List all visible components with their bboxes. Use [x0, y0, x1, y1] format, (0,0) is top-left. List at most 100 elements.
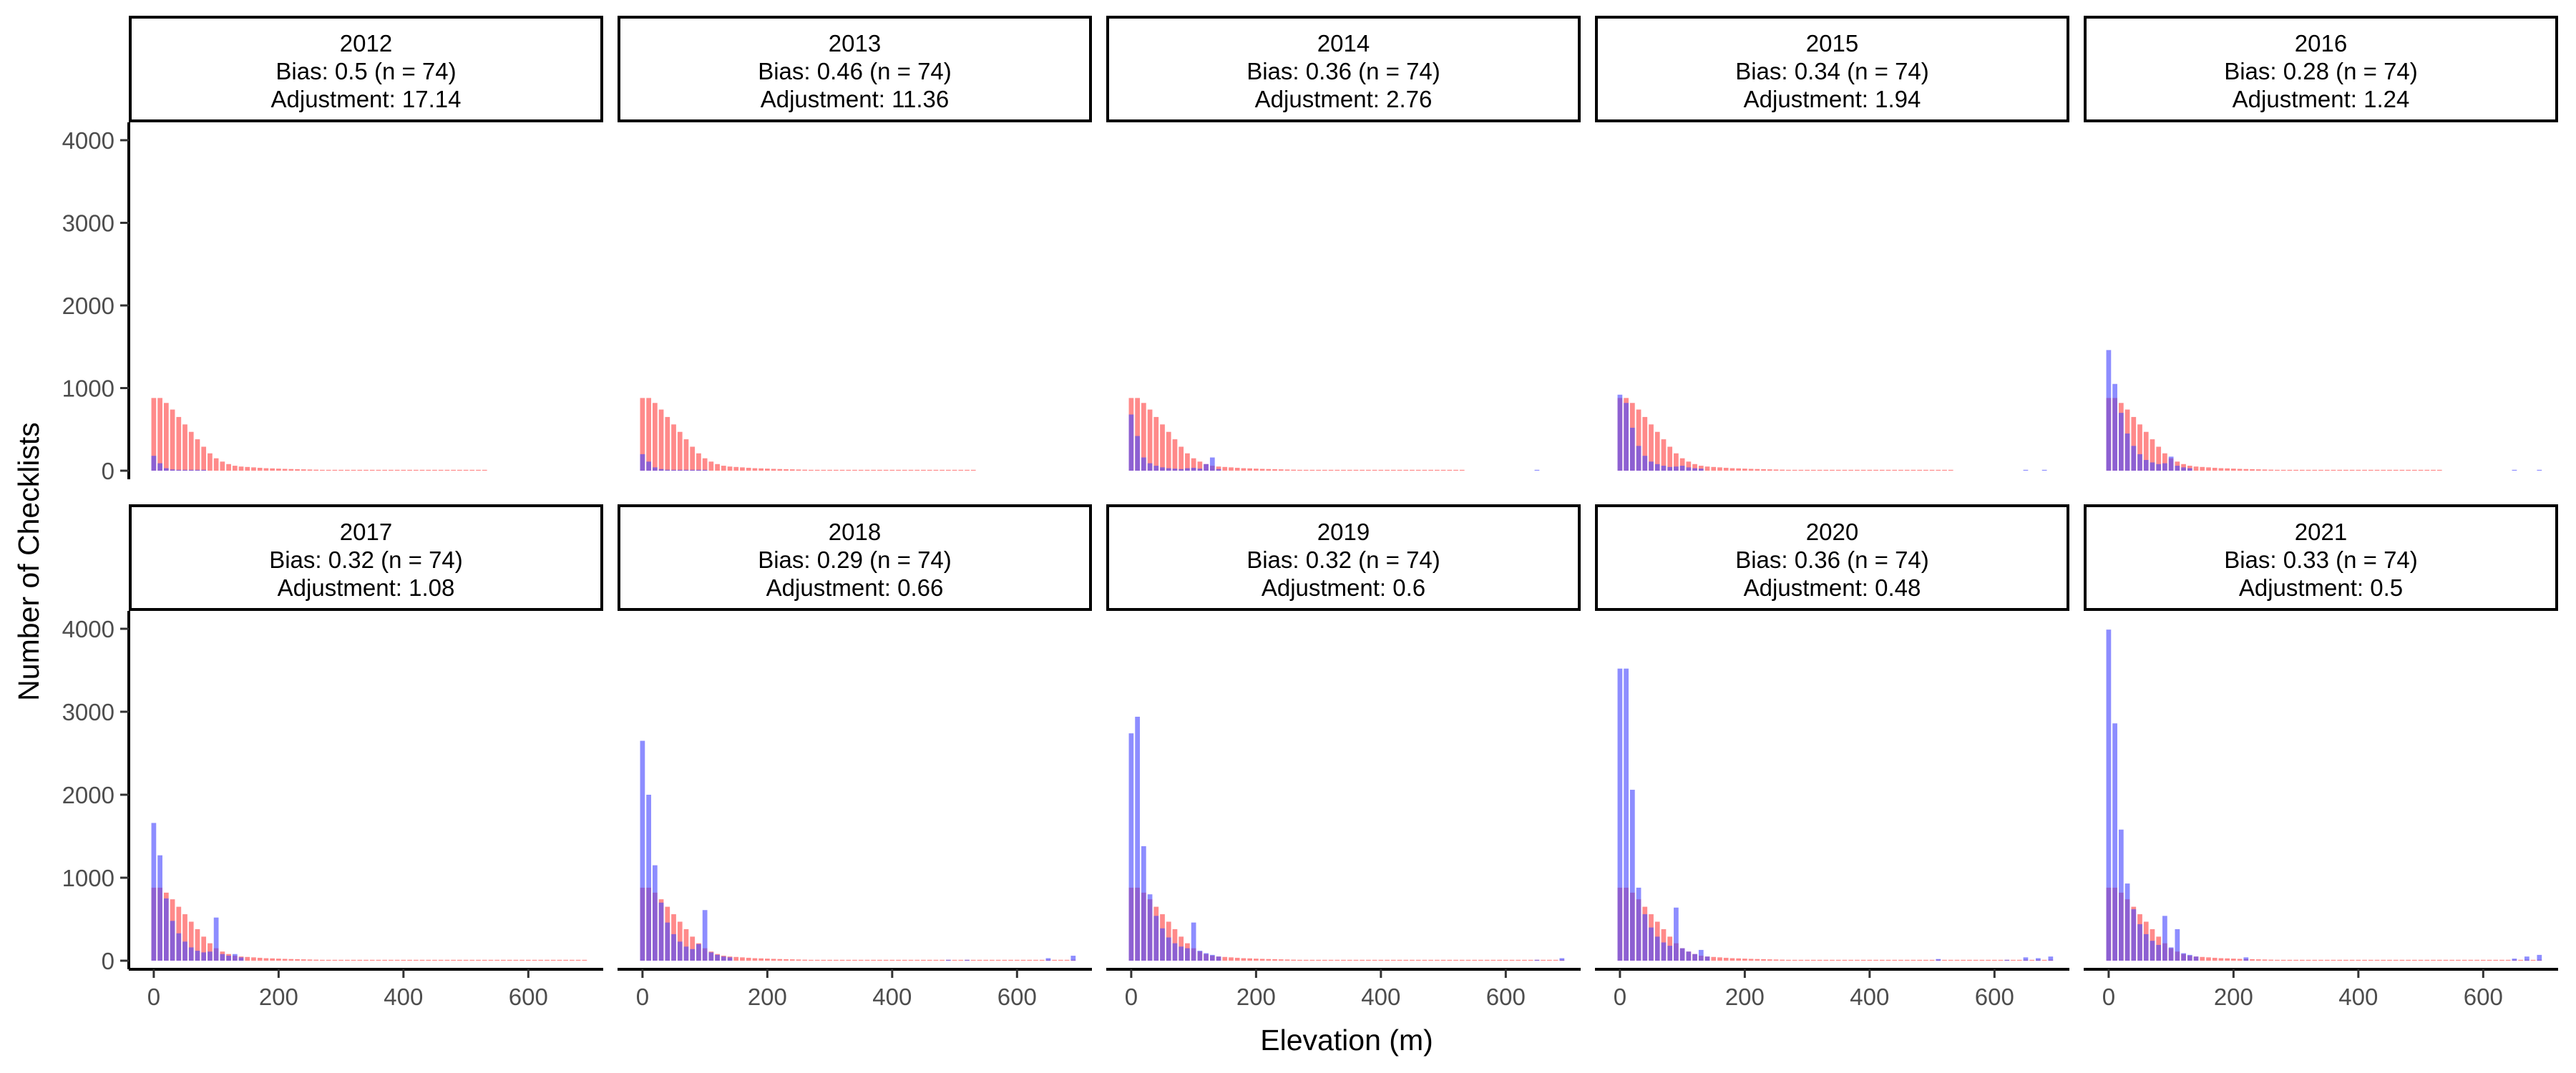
- red-bar: [702, 458, 708, 471]
- red-bar: [889, 469, 895, 471]
- red-bar: [2406, 469, 2411, 471]
- red-bar: [507, 959, 512, 961]
- facet-strip-bias: Bias: 0.36 (n = 74): [1735, 547, 1929, 573]
- red-bar: [1428, 959, 1433, 961]
- red-bar: [1291, 469, 1297, 471]
- red-bar: [796, 959, 801, 961]
- facet-strip-bias: Bias: 0.5 (n = 74): [275, 58, 456, 84]
- red-bar: [652, 403, 658, 471]
- red-bar: [1366, 469, 1371, 471]
- red-bar: [2293, 959, 2298, 961]
- red-bar: [2268, 959, 2274, 961]
- red-bar: [1917, 469, 1922, 471]
- red-bar: [1711, 956, 1717, 961]
- red-bar: [432, 959, 437, 961]
- red-bar: [1729, 958, 1735, 961]
- red-bar: [257, 957, 263, 961]
- blue-bar: [2156, 464, 2162, 471]
- red-bar: [1798, 959, 1804, 961]
- red-bar: [2275, 959, 2280, 961]
- red-bar: [1649, 424, 1654, 471]
- blue-bar: [652, 467, 658, 471]
- red-bar: [1390, 959, 1396, 961]
- red-bar: [326, 469, 331, 471]
- blue-bar: [1185, 468, 1190, 471]
- red-bar: [1979, 959, 1985, 961]
- red-bar: [1792, 959, 1797, 961]
- red-bar: [765, 959, 770, 961]
- x-tick-label: 600: [509, 984, 548, 1010]
- blue-bar: [646, 795, 651, 961]
- red-bar: [1385, 959, 1390, 961]
- red-bar: [1422, 469, 1428, 471]
- facet-strip-adjustment: Adjustment: 2.76: [1255, 86, 1433, 112]
- red-bar: [413, 959, 419, 961]
- red-bar: [364, 959, 369, 961]
- red-bar: [557, 959, 562, 961]
- facet-strip-year: 2015: [1806, 30, 1858, 57]
- red-bar: [1008, 959, 1013, 961]
- red-bar: [2424, 469, 2430, 471]
- red-bar: [288, 959, 294, 961]
- red-bar: [2218, 958, 2224, 961]
- red-bar: [382, 959, 388, 961]
- red-bar: [226, 464, 231, 471]
- blue-bar: [1692, 954, 1697, 961]
- blue-bar: [1629, 790, 1635, 961]
- red-bar: [1372, 959, 1377, 961]
- red-bar: [1711, 466, 1717, 471]
- red-bar: [288, 469, 294, 471]
- red-bar: [2156, 446, 2162, 471]
- red-bar: [1723, 467, 1729, 471]
- blue-bar: [2175, 929, 2180, 961]
- blue-bar: [1045, 958, 1051, 961]
- red-bar: [1465, 959, 1471, 961]
- red-bar: [1842, 469, 1848, 471]
- red-bar: [438, 959, 444, 961]
- red-bar: [1767, 469, 1772, 471]
- red-bar: [482, 469, 487, 471]
- red-bar: [1867, 469, 1873, 471]
- red-bar: [752, 468, 758, 471]
- red-bar: [640, 398, 645, 471]
- red-bar: [1867, 959, 1873, 961]
- blue-bar: [1617, 668, 1623, 961]
- blue-bar: [965, 959, 970, 961]
- red-bar: [1991, 959, 1997, 961]
- blue-series: [640, 454, 708, 471]
- red-bar: [2487, 959, 2492, 961]
- red-bar: [1848, 959, 1854, 961]
- red-bar: [1322, 959, 1327, 961]
- blue-bar: [2168, 947, 2174, 961]
- red-bar: [2499, 959, 2504, 961]
- red-bar: [1266, 959, 1272, 961]
- blue-bar: [2004, 959, 2010, 961]
- red-series: [1128, 398, 1465, 471]
- red-bar: [927, 959, 932, 961]
- red-bar: [1033, 959, 1038, 961]
- red-bar: [1917, 959, 1922, 961]
- red-bar: [1848, 469, 1854, 471]
- red-bar: [2162, 453, 2167, 471]
- red-bar: [444, 959, 450, 961]
- red-bar: [1885, 469, 1891, 471]
- red-bar: [1472, 959, 1478, 961]
- blue-bar: [683, 946, 689, 961]
- facet-strip-adjustment: Adjustment: 0.66: [766, 574, 944, 601]
- blue-series: [1617, 668, 2054, 961]
- red-bar: [1347, 469, 1352, 471]
- red-bar: [1904, 959, 1910, 961]
- red-bar: [1316, 959, 1321, 961]
- blue-bar: [1191, 922, 1196, 961]
- red-bar: [1805, 959, 1810, 961]
- red-bar: [821, 469, 826, 471]
- blue-bar: [658, 902, 664, 961]
- blue-bar: [665, 469, 670, 471]
- x-axis: 0 200 400 600: [618, 968, 1092, 1010]
- red-bar: [789, 469, 795, 471]
- red-bar: [2262, 469, 2268, 471]
- red-bar: [1942, 959, 1947, 961]
- blue-bar: [220, 954, 225, 961]
- red-bar: [1309, 959, 1315, 961]
- red-bar: [1692, 464, 1697, 471]
